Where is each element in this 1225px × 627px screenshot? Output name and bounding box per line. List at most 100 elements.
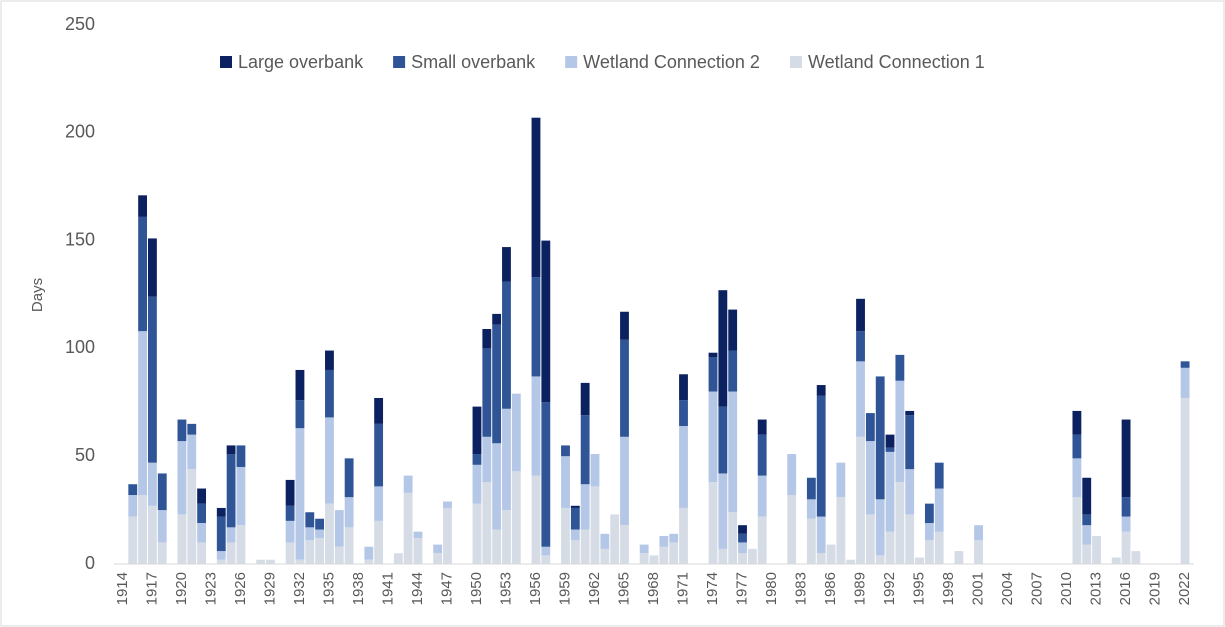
bar-segment — [974, 525, 983, 541]
x-tick-label: 1923 — [202, 572, 219, 605]
legend-label: Small overbank — [411, 52, 536, 72]
x-tick-label: 1971 — [674, 572, 691, 605]
bar-segment — [905, 469, 915, 515]
bar-segment — [718, 290, 728, 407]
x-tick-label: 1914 — [114, 572, 131, 605]
bar-segment — [915, 557, 924, 564]
x-tick-label: 2010 — [1058, 572, 1075, 605]
bar-segment — [128, 516, 138, 564]
bar-segment — [325, 503, 334, 564]
bar-segment — [295, 369, 305, 401]
bar-segment — [856, 298, 865, 332]
bar-segment — [492, 324, 502, 444]
bar-segment — [816, 385, 826, 396]
x-tick-label: 1935 — [320, 572, 337, 605]
bar-segment — [226, 542, 236, 564]
bar-segment — [236, 445, 246, 467]
x-tick-label: 1917 — [143, 572, 160, 605]
bar-segment — [1072, 410, 1082, 435]
bar-segment — [472, 464, 482, 504]
bar-segment — [482, 482, 492, 564]
bar-segment — [177, 419, 187, 442]
bar-segment — [443, 501, 452, 508]
bar-segment — [1121, 497, 1131, 517]
bar-segment — [728, 391, 738, 513]
bar-segment — [590, 486, 600, 564]
bar-segment — [315, 518, 325, 530]
bar-segment — [393, 553, 403, 564]
bar-segment — [816, 553, 826, 564]
bar-segment — [295, 428, 305, 560]
bar-segment — [679, 374, 688, 401]
x-tick-label: 1998 — [940, 572, 957, 605]
x-tick-label: 1920 — [173, 572, 190, 605]
bar-segment — [1082, 525, 1092, 545]
bar-segment — [679, 426, 688, 508]
x-tick-label: 1950 — [468, 572, 485, 605]
bar-segment — [531, 475, 541, 564]
bar-segment — [875, 376, 885, 500]
bar-segment — [1082, 477, 1092, 515]
bar-segment — [157, 542, 167, 564]
bar-segment — [895, 354, 905, 381]
x-tick-label: 1962 — [586, 572, 603, 605]
x-tick-label: 1932 — [291, 572, 308, 605]
bar-segment — [806, 499, 816, 519]
bar-segment — [325, 350, 334, 370]
bar-segment — [669, 533, 679, 543]
x-tick-label: 1938 — [350, 572, 367, 605]
bar-segment — [305, 512, 315, 528]
x-tick-label: 1947 — [438, 572, 455, 605]
bar-segment — [266, 559, 275, 564]
bar-segment — [895, 482, 905, 564]
x-tick-label: 1953 — [497, 572, 514, 605]
bar-segment — [344, 527, 354, 564]
bar-segment — [216, 516, 226, 552]
bar-segment — [924, 540, 934, 564]
bar-segment — [1082, 544, 1092, 564]
bar-segment — [148, 505, 157, 564]
bar-segment — [492, 443, 502, 530]
x-tick-label: 1977 — [733, 572, 750, 605]
bar-segment — [659, 535, 669, 547]
x-tick-label: 2004 — [999, 572, 1016, 605]
bar-segment — [679, 507, 688, 564]
bar-segment — [728, 309, 738, 351]
bar-segment — [482, 348, 492, 437]
bar-segment — [344, 458, 354, 498]
bar-segment — [226, 527, 236, 543]
bar-segment — [856, 436, 865, 564]
bar-segment — [1082, 514, 1092, 526]
bar-segment — [531, 376, 541, 476]
bar-segment — [374, 520, 384, 564]
bar-segment — [708, 482, 718, 564]
bar-segment — [885, 531, 895, 564]
bar-segment — [865, 441, 875, 515]
bar-segment — [620, 339, 629, 437]
bar-segment — [138, 331, 148, 496]
bar-segment — [216, 559, 226, 564]
bar-segment — [570, 540, 580, 564]
bar-segment — [1180, 397, 1190, 564]
bar-segment — [305, 527, 315, 541]
bar-segment — [679, 400, 688, 427]
legend-swatch — [789, 56, 802, 68]
bar-segment — [846, 559, 856, 564]
y-tick-label: 100 — [65, 337, 95, 357]
bar-segment — [285, 505, 295, 521]
bar-segment — [285, 520, 295, 543]
x-tick-label: 2022 — [1176, 572, 1193, 605]
bar-segment — [1072, 497, 1082, 564]
bar-segment — [974, 540, 983, 564]
bar-segment — [138, 495, 148, 564]
bar-segment — [482, 436, 492, 483]
x-tick-label: 1959 — [556, 572, 573, 605]
x-tick-label: 1989 — [852, 572, 869, 605]
bar-segment — [895, 380, 905, 483]
bar-segment — [620, 525, 629, 564]
bar-segment — [502, 247, 511, 282]
bar-segment — [541, 546, 551, 556]
x-tick-label: 1929 — [261, 572, 278, 605]
bar-segment — [738, 525, 747, 534]
